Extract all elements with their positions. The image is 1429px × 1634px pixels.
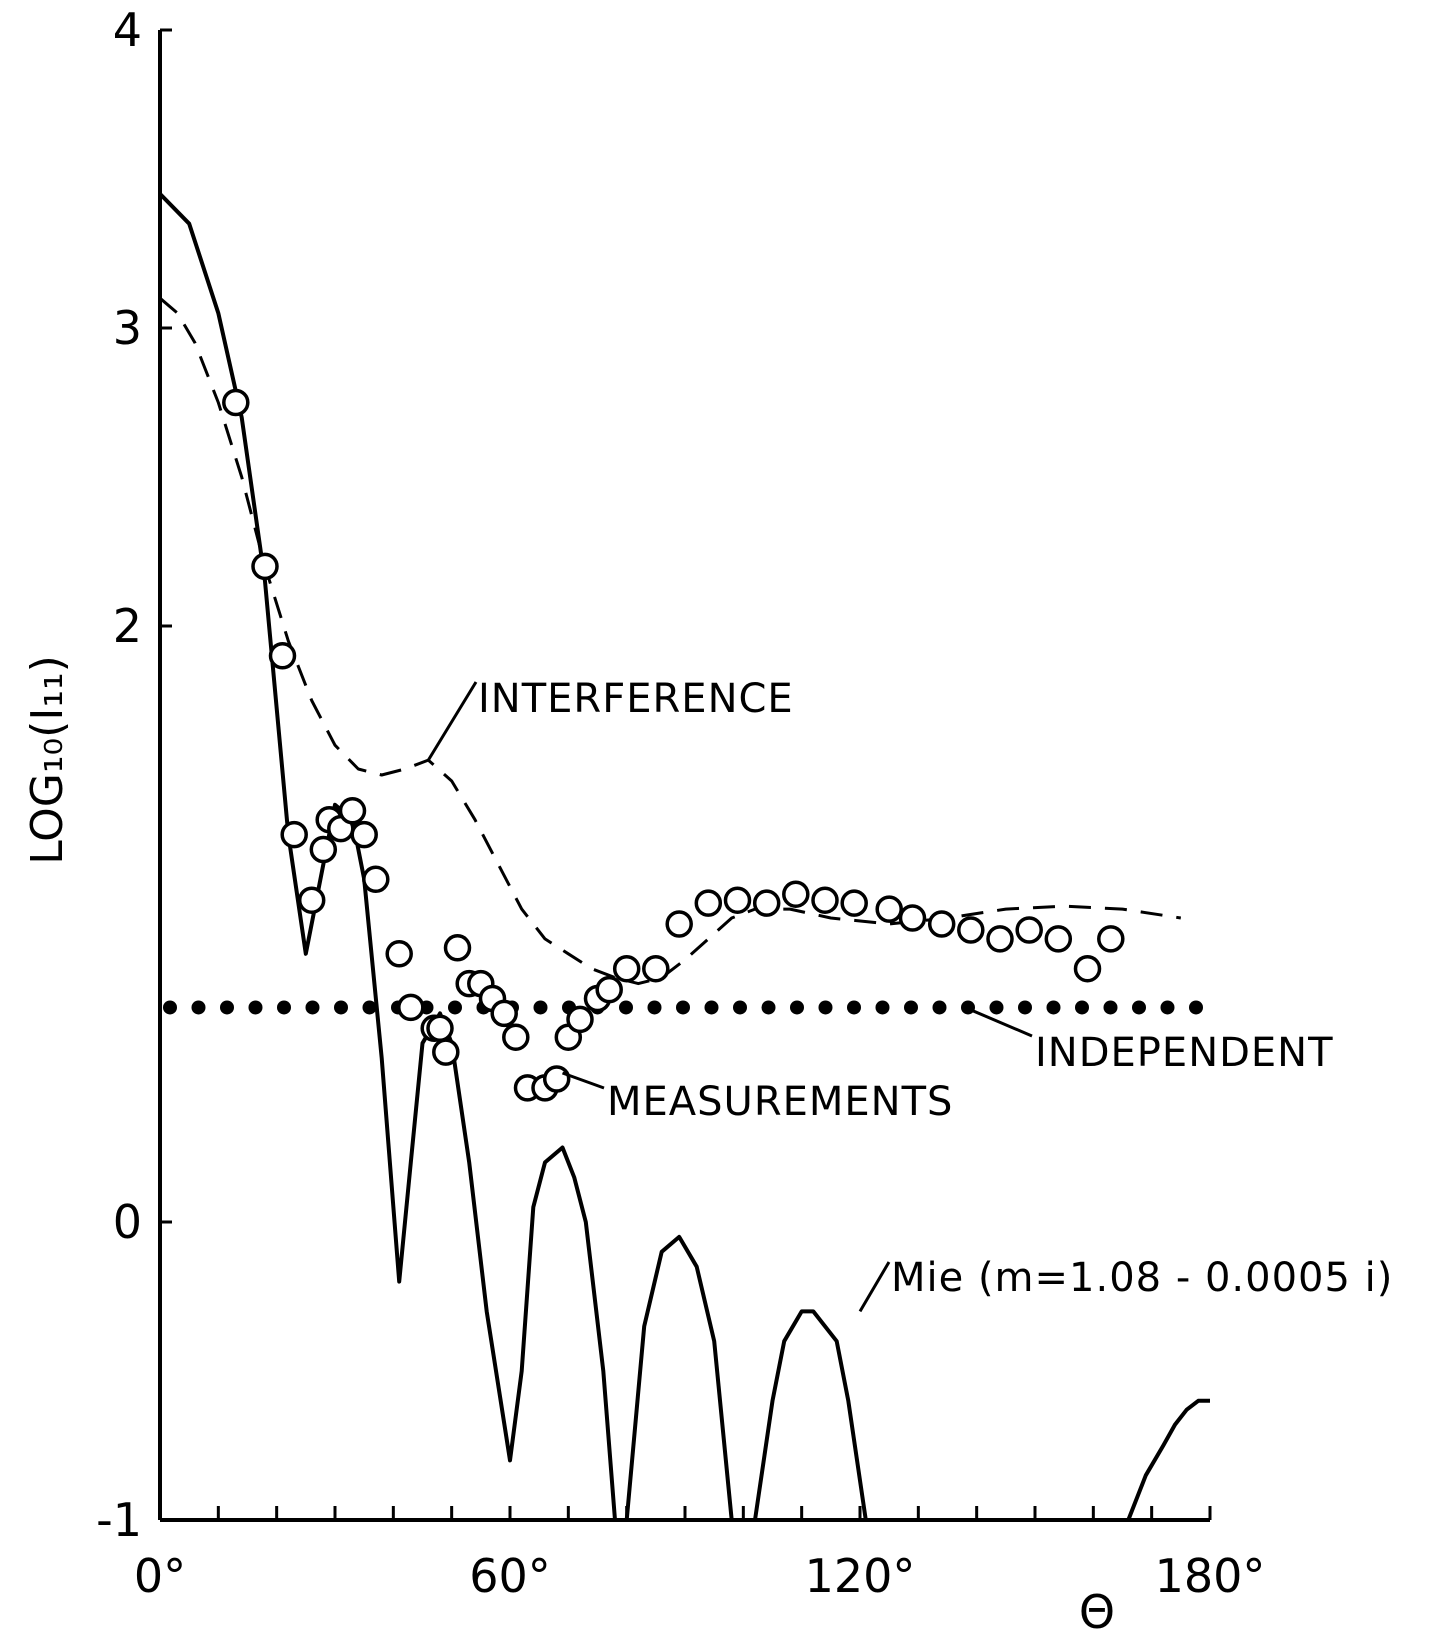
interference-curve xyxy=(159,297,1182,986)
measurement-point xyxy=(297,886,326,914)
independent-dot xyxy=(163,1000,177,1015)
measurement-point xyxy=(1073,954,1102,983)
annotation-independent: INDEPENDENT xyxy=(1035,1030,1334,1076)
annotation-mie: Mie (m=1.08 - 0.0005 i) xyxy=(891,1255,1393,1301)
measurement-points xyxy=(222,388,1125,1102)
measurement-point xyxy=(694,889,723,917)
measurement-point xyxy=(957,916,985,944)
independent-dot xyxy=(676,1000,690,1015)
labels: LOG₁₀(I₁₁) Θ INTERFERENCE INDEPENDENT ME… xyxy=(22,655,1393,1634)
independent-leader xyxy=(964,1006,1033,1038)
measurement-point xyxy=(642,954,670,983)
measurement-point xyxy=(723,886,752,914)
independent-dot xyxy=(704,1000,719,1015)
measurement-point xyxy=(1044,925,1073,953)
measurement-point xyxy=(443,934,472,962)
x-tick-label: 60° xyxy=(469,1549,551,1603)
measurement-point xyxy=(898,904,927,932)
independent-dot xyxy=(619,1000,633,1015)
independent-dot xyxy=(334,1000,348,1015)
independent-dot xyxy=(1103,1000,1118,1015)
measurement-point xyxy=(542,1065,571,1093)
independent-dot xyxy=(362,1000,377,1015)
measurement-point xyxy=(927,910,956,938)
independent-dot xyxy=(1132,1000,1146,1015)
independent-dot xyxy=(248,1000,263,1015)
measurement-point xyxy=(752,889,781,917)
interference-leader xyxy=(427,681,478,761)
independent-dot xyxy=(647,1000,662,1015)
independent-dot xyxy=(847,1000,861,1015)
annotation-measurements: MEASUREMENTS xyxy=(607,1079,953,1125)
measurement-point xyxy=(612,954,641,983)
measurement-point xyxy=(222,388,250,417)
measurement-point xyxy=(490,999,518,1028)
measurement-point xyxy=(251,552,279,581)
measurement-point xyxy=(840,889,868,917)
x-tick-label: 180° xyxy=(1155,1549,1266,1603)
measurement-point xyxy=(1015,916,1043,944)
independent-dot xyxy=(220,1000,234,1015)
measurement-point xyxy=(280,820,308,849)
measurement-point xyxy=(811,886,839,914)
measurement-point xyxy=(268,642,297,670)
measurement-point xyxy=(875,895,903,923)
measurement-point xyxy=(350,820,378,849)
y-tick-label: 2 xyxy=(113,599,142,653)
independent-dot xyxy=(818,1000,833,1015)
x-axis-label: Θ xyxy=(1079,1585,1115,1634)
independent-dot xyxy=(1018,1000,1032,1015)
measurement-point xyxy=(362,865,390,894)
annotation-interference: INTERFERENCE xyxy=(478,676,794,722)
independent-dot xyxy=(277,1000,291,1015)
axes: -1 0 2 3 4 0° 60° 120° 180° xyxy=(96,3,1265,1603)
measurement-point xyxy=(385,940,413,968)
measurement-point xyxy=(432,1038,460,1066)
y-tick-label: -1 xyxy=(96,1493,142,1547)
y-tick-label: 0 xyxy=(113,1195,142,1249)
measurement-point xyxy=(986,925,1014,953)
independent-dot xyxy=(448,1000,462,1015)
independent-dot xyxy=(1046,1000,1061,1015)
independent-dot xyxy=(761,1000,776,1015)
measurement-point xyxy=(1097,925,1125,953)
y-axis-label: LOG₁₀(I₁₁) xyxy=(22,655,73,865)
measurement-point xyxy=(338,797,367,825)
independent-dot xyxy=(989,1000,1004,1015)
independent-dot xyxy=(875,1000,890,1015)
y-tick-label: 3 xyxy=(113,301,142,355)
measurement-point xyxy=(782,880,810,908)
mie-leader xyxy=(858,1261,891,1313)
measurement-point xyxy=(502,1023,530,1051)
annotation-leader-lines xyxy=(427,681,1033,1313)
independent-dot xyxy=(191,1000,206,1015)
measurements-leader xyxy=(561,1071,605,1090)
independent-dot xyxy=(305,1000,320,1015)
measurement-point xyxy=(309,835,338,864)
measurement-point xyxy=(426,1014,454,1043)
independent-dot xyxy=(1160,1000,1175,1015)
y-tick-label: 4 xyxy=(113,3,142,57)
x-tick-label: 120° xyxy=(805,1549,916,1603)
x-tick-label: 0° xyxy=(134,1549,186,1603)
independent-dot xyxy=(904,1000,918,1015)
independent-dot xyxy=(533,1000,548,1015)
independent-dot xyxy=(1189,1000,1203,1015)
independent-dot xyxy=(1075,1000,1089,1015)
measurement-point xyxy=(665,910,693,938)
independent-dot xyxy=(790,1000,804,1015)
measurement-point xyxy=(566,1005,594,1034)
independent-dot xyxy=(733,1000,747,1015)
measurement-point xyxy=(397,993,425,1022)
measurement-point xyxy=(595,975,623,1004)
independent-dot xyxy=(932,1000,947,1015)
